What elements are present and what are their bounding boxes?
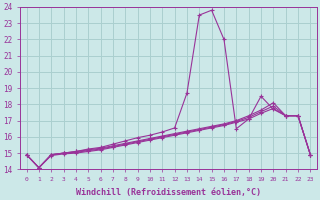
X-axis label: Windchill (Refroidissement éolien,°C): Windchill (Refroidissement éolien,°C) [76, 188, 261, 197]
